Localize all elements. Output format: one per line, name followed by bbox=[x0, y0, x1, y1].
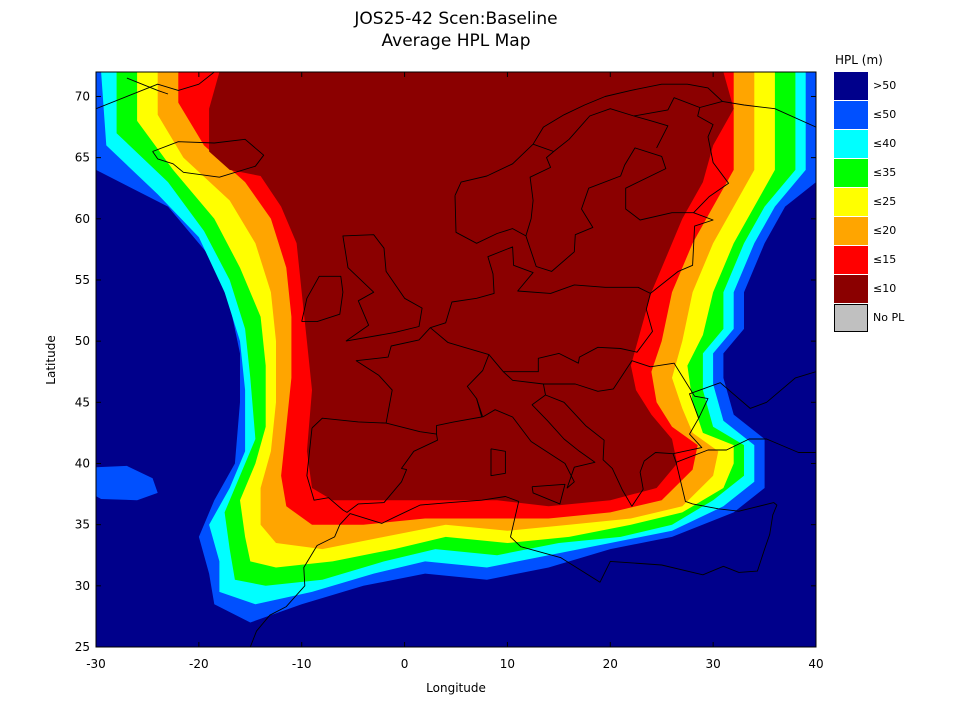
border-line-6 bbox=[476, 371, 596, 489]
y-tick-label: 55 bbox=[75, 273, 90, 287]
border-line-18 bbox=[525, 151, 554, 237]
border-line-12 bbox=[689, 371, 816, 419]
x-tick-label: 0 bbox=[401, 657, 409, 671]
y-tick-label: 25 bbox=[75, 640, 90, 654]
y-tick-label: 45 bbox=[75, 395, 90, 409]
x-axis: -30 -20 -10 0 10 20 30 40 bbox=[86, 72, 824, 671]
coastline-layer bbox=[96, 72, 816, 647]
legend-item: ≤25 bbox=[834, 188, 944, 217]
border-line-2 bbox=[342, 234, 423, 342]
y-axis: 25 30 35 40 45 50 55 60 65 70 bbox=[75, 89, 816, 654]
border-line-20 bbox=[96, 72, 215, 110]
border-line-17 bbox=[633, 97, 700, 117]
x-tick-label: -20 bbox=[189, 657, 209, 671]
legend-label: ≤15 bbox=[873, 253, 897, 266]
x-tick-label: -30 bbox=[86, 657, 106, 671]
legend-label: ≤20 bbox=[873, 224, 897, 237]
legend-swatch bbox=[834, 217, 868, 245]
border-line-0 bbox=[152, 138, 265, 178]
legend-label: ≤40 bbox=[873, 137, 897, 150]
border-line-11 bbox=[675, 438, 816, 463]
y-tick-label: 65 bbox=[75, 151, 90, 165]
contour-band-8 bbox=[96, 465, 158, 501]
chart-subtitle: Average HPL Map bbox=[381, 31, 531, 51]
y-tick-label: 70 bbox=[75, 89, 90, 103]
legend-swatch bbox=[834, 246, 868, 274]
y-tick-label: 35 bbox=[75, 518, 90, 532]
legend-label: ≤35 bbox=[873, 166, 897, 179]
border-line-19 bbox=[126, 77, 169, 95]
border-line-16 bbox=[532, 108, 669, 152]
legend-label: ≤25 bbox=[873, 195, 897, 208]
border-line-10 bbox=[249, 453, 778, 647]
x-tick-label: 20 bbox=[603, 657, 618, 671]
border-line-13 bbox=[650, 100, 816, 294]
x-tick-label: 10 bbox=[500, 657, 515, 671]
legend-label: ≤10 bbox=[873, 282, 897, 295]
legend-swatch bbox=[834, 304, 868, 332]
border-line-1 bbox=[301, 275, 344, 323]
contour-band-6 bbox=[209, 72, 734, 507]
legend-item: ≤20 bbox=[834, 217, 944, 246]
legend-item: ≤15 bbox=[834, 246, 944, 275]
legend-item: ≤35 bbox=[834, 159, 944, 188]
legend-item: ≤50 bbox=[834, 101, 944, 130]
legend-label: No PL bbox=[873, 311, 905, 324]
hpl-contour-layer bbox=[96, 72, 816, 623]
y-axis-label: Latitude bbox=[44, 335, 58, 384]
border-line-4 bbox=[355, 327, 490, 435]
legend-swatch bbox=[834, 188, 868, 216]
y-tick-label: 50 bbox=[75, 334, 90, 348]
legend-label: ≤50 bbox=[873, 108, 897, 121]
legend-swatch bbox=[834, 275, 868, 303]
border-line-7 bbox=[531, 483, 566, 505]
legend-title: HPL (m) bbox=[835, 53, 883, 67]
legend-swatch bbox=[834, 130, 868, 158]
legend-item: ≤40 bbox=[834, 130, 944, 159]
legend-swatch bbox=[834, 159, 868, 187]
y-tick-label: 40 bbox=[75, 456, 90, 470]
legend-item: No PL bbox=[834, 304, 944, 333]
legend-item: ≤10 bbox=[834, 275, 944, 304]
x-tick-label: 30 bbox=[706, 657, 721, 671]
chart-title: JOS25-42 Scen:Baseline bbox=[354, 9, 558, 29]
x-axis-label: Longitude bbox=[426, 681, 486, 695]
plot-frame bbox=[95, 71, 817, 648]
border-line-5 bbox=[430, 246, 653, 373]
x-tick-label: -10 bbox=[292, 657, 312, 671]
y-tick-label: 60 bbox=[75, 212, 90, 226]
legend-item: >50 bbox=[834, 72, 944, 101]
border-line-15 bbox=[454, 83, 723, 196]
legend-swatch bbox=[834, 101, 868, 129]
x-tick-label: 40 bbox=[808, 657, 823, 671]
legend-label: >50 bbox=[873, 79, 897, 92]
border-line-8 bbox=[490, 448, 506, 477]
legend-swatch bbox=[834, 72, 868, 100]
border-line-14 bbox=[454, 147, 694, 272]
y-tick-label: 30 bbox=[75, 579, 90, 593]
chart-title-block: JOS25-42 Scen:Baseline Average HPL Map bbox=[96, 8, 816, 52]
